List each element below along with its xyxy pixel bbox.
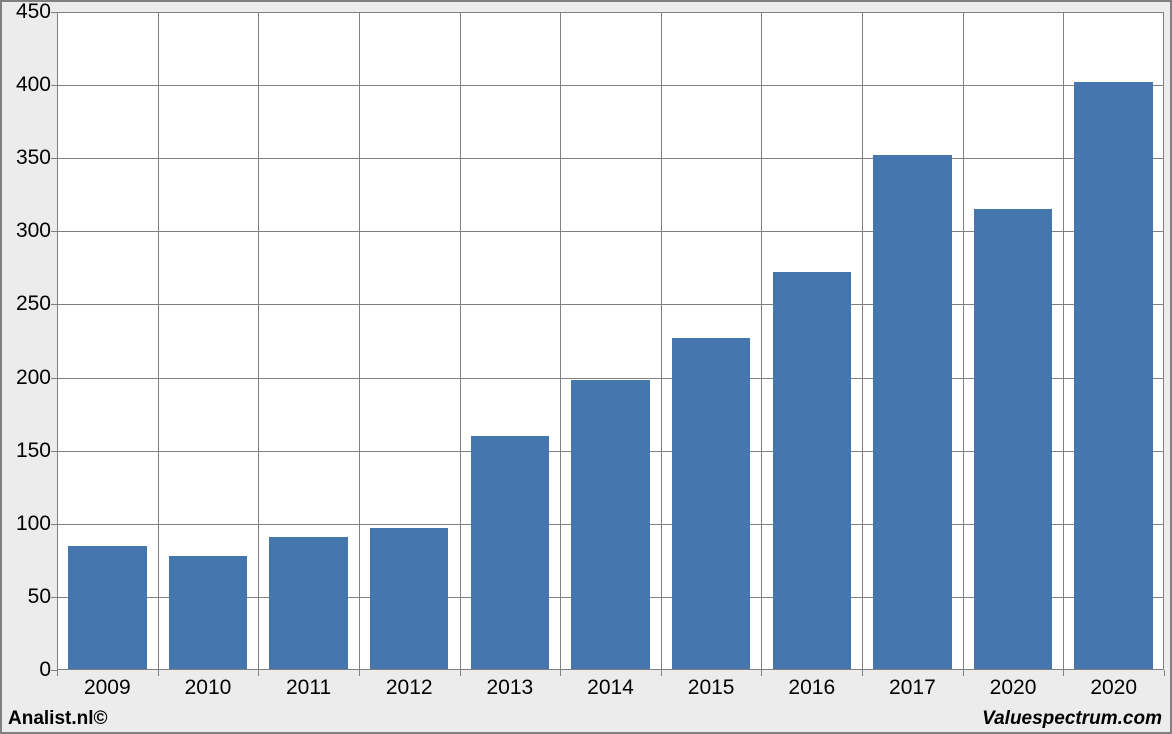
gridline-vertical [963, 12, 964, 670]
y-tick-mark [51, 12, 57, 13]
bar [169, 556, 247, 670]
gridline-vertical [359, 12, 360, 670]
plot-area: 0501001502002503003504004502009201020112… [57, 12, 1164, 670]
x-tick-mark [1164, 670, 1165, 676]
chart-frame: 0 50 100 150 200 250 300 350 400 450 2009 2010 2011 2… [0, 0, 1172, 734]
x-tick-label: 2010 [185, 676, 232, 700]
bar [773, 272, 851, 670]
y-tick-label: 250 [16, 292, 51, 316]
x-tick-label: 2014 [587, 676, 634, 700]
x-tick-label: 2011 [286, 676, 331, 700]
x-tick-mark [761, 670, 762, 676]
footer-right-credit: Valuespectrum.com [982, 708, 1162, 730]
y-tick-mark [51, 524, 57, 525]
x-tick-mark [460, 670, 461, 676]
x-tick-label: 2013 [487, 676, 534, 700]
gridline-vertical [761, 12, 762, 670]
x-tick-mark [258, 670, 259, 676]
x-tick-label: 2020 [990, 676, 1037, 700]
bar [269, 537, 347, 670]
y-tick-label: 350 [16, 146, 51, 170]
gridline-horizontal [57, 85, 1164, 86]
gridline-vertical [661, 12, 662, 670]
y-tick-label: 200 [16, 366, 51, 390]
bar [370, 528, 448, 670]
x-tick-label: 2017 [889, 676, 936, 700]
x-tick-mark [1063, 670, 1064, 676]
bar [68, 546, 146, 670]
gridline-vertical [460, 12, 461, 670]
y-tick-mark [51, 85, 57, 86]
bar [471, 436, 549, 670]
bar [672, 338, 750, 670]
y-tick-label: 150 [16, 439, 51, 463]
x-tick-label: 2009 [84, 676, 131, 700]
bar [571, 380, 649, 670]
gridline-vertical [1063, 12, 1064, 670]
x-tick-mark [560, 670, 561, 676]
y-tick-label: 400 [16, 73, 51, 97]
x-tick-mark [862, 670, 863, 676]
y-tick-mark [51, 158, 57, 159]
bar [974, 209, 1052, 670]
gridline-horizontal [57, 158, 1164, 159]
bar [1074, 82, 1152, 670]
gridline-vertical [862, 12, 863, 670]
x-tick-label: 2012 [386, 676, 433, 700]
x-tick-mark [158, 670, 159, 676]
x-tick-mark [661, 670, 662, 676]
footer-left-credit: Analist.nl© [8, 708, 108, 730]
x-tick-mark [57, 670, 58, 676]
y-tick-mark [51, 597, 57, 598]
y-tick-label: 50 [28, 585, 51, 609]
x-tick-label: 2016 [788, 676, 835, 700]
gridline-vertical [560, 12, 561, 670]
x-tick-mark [359, 670, 360, 676]
gridline-vertical [158, 12, 159, 670]
y-tick-label: 0 [39, 658, 51, 682]
bar [873, 155, 951, 670]
x-tick-label: 2020 [1090, 676, 1137, 700]
x-tick-label: 2015 [688, 676, 735, 700]
y-tick-label: 450 [16, 0, 51, 24]
y-tick-mark [51, 231, 57, 232]
y-tick-mark [51, 304, 57, 305]
gridline-vertical [258, 12, 259, 670]
y-tick-label: 100 [16, 512, 51, 536]
y-tick-mark [51, 451, 57, 452]
x-tick-mark [963, 670, 964, 676]
y-tick-label: 300 [16, 219, 51, 243]
y-tick-mark [51, 378, 57, 379]
